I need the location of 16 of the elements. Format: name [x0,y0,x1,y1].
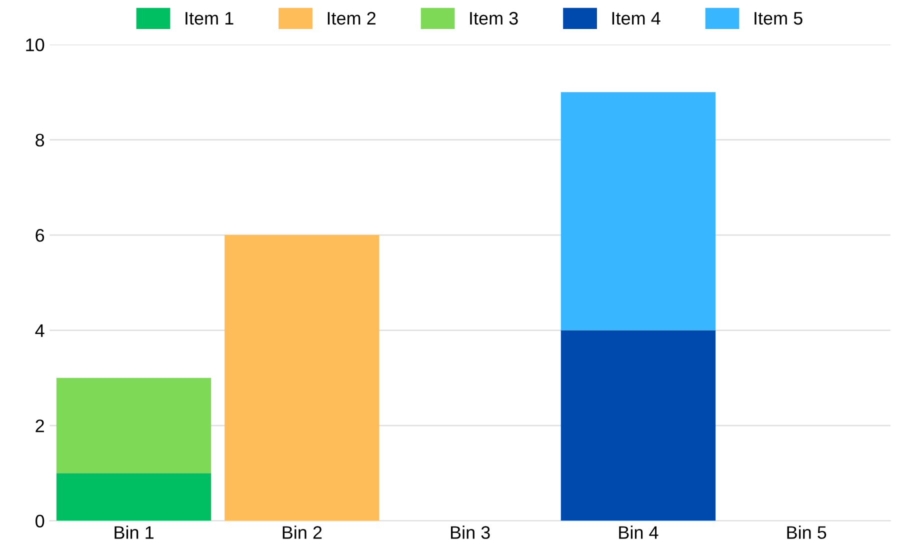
x-tick-label: Bin 2 [282,526,322,539]
legend-label: Item 4 [612,12,660,25]
legend-label: Item 1 [186,12,234,25]
x-tick-label: Bin 4 [619,526,658,539]
x-tick-label: Bin 1 [114,526,154,539]
legend-label: Item 5 [754,12,802,25]
y-tick-label: 6 [36,228,44,242]
legend-label: Item 2 [328,12,376,25]
y-tick-label: 0 [36,514,44,528]
x-tick-label: Bin 3 [450,526,490,539]
legend-label: Item 3 [470,12,518,25]
x-tick-label: Bin 5 [787,526,826,539]
y-tick-label: 2 [36,419,44,432]
y-tick-label: 10 [26,38,44,52]
y-tick-label: 8 [36,134,44,147]
y-tick-label: 4 [35,324,44,337]
